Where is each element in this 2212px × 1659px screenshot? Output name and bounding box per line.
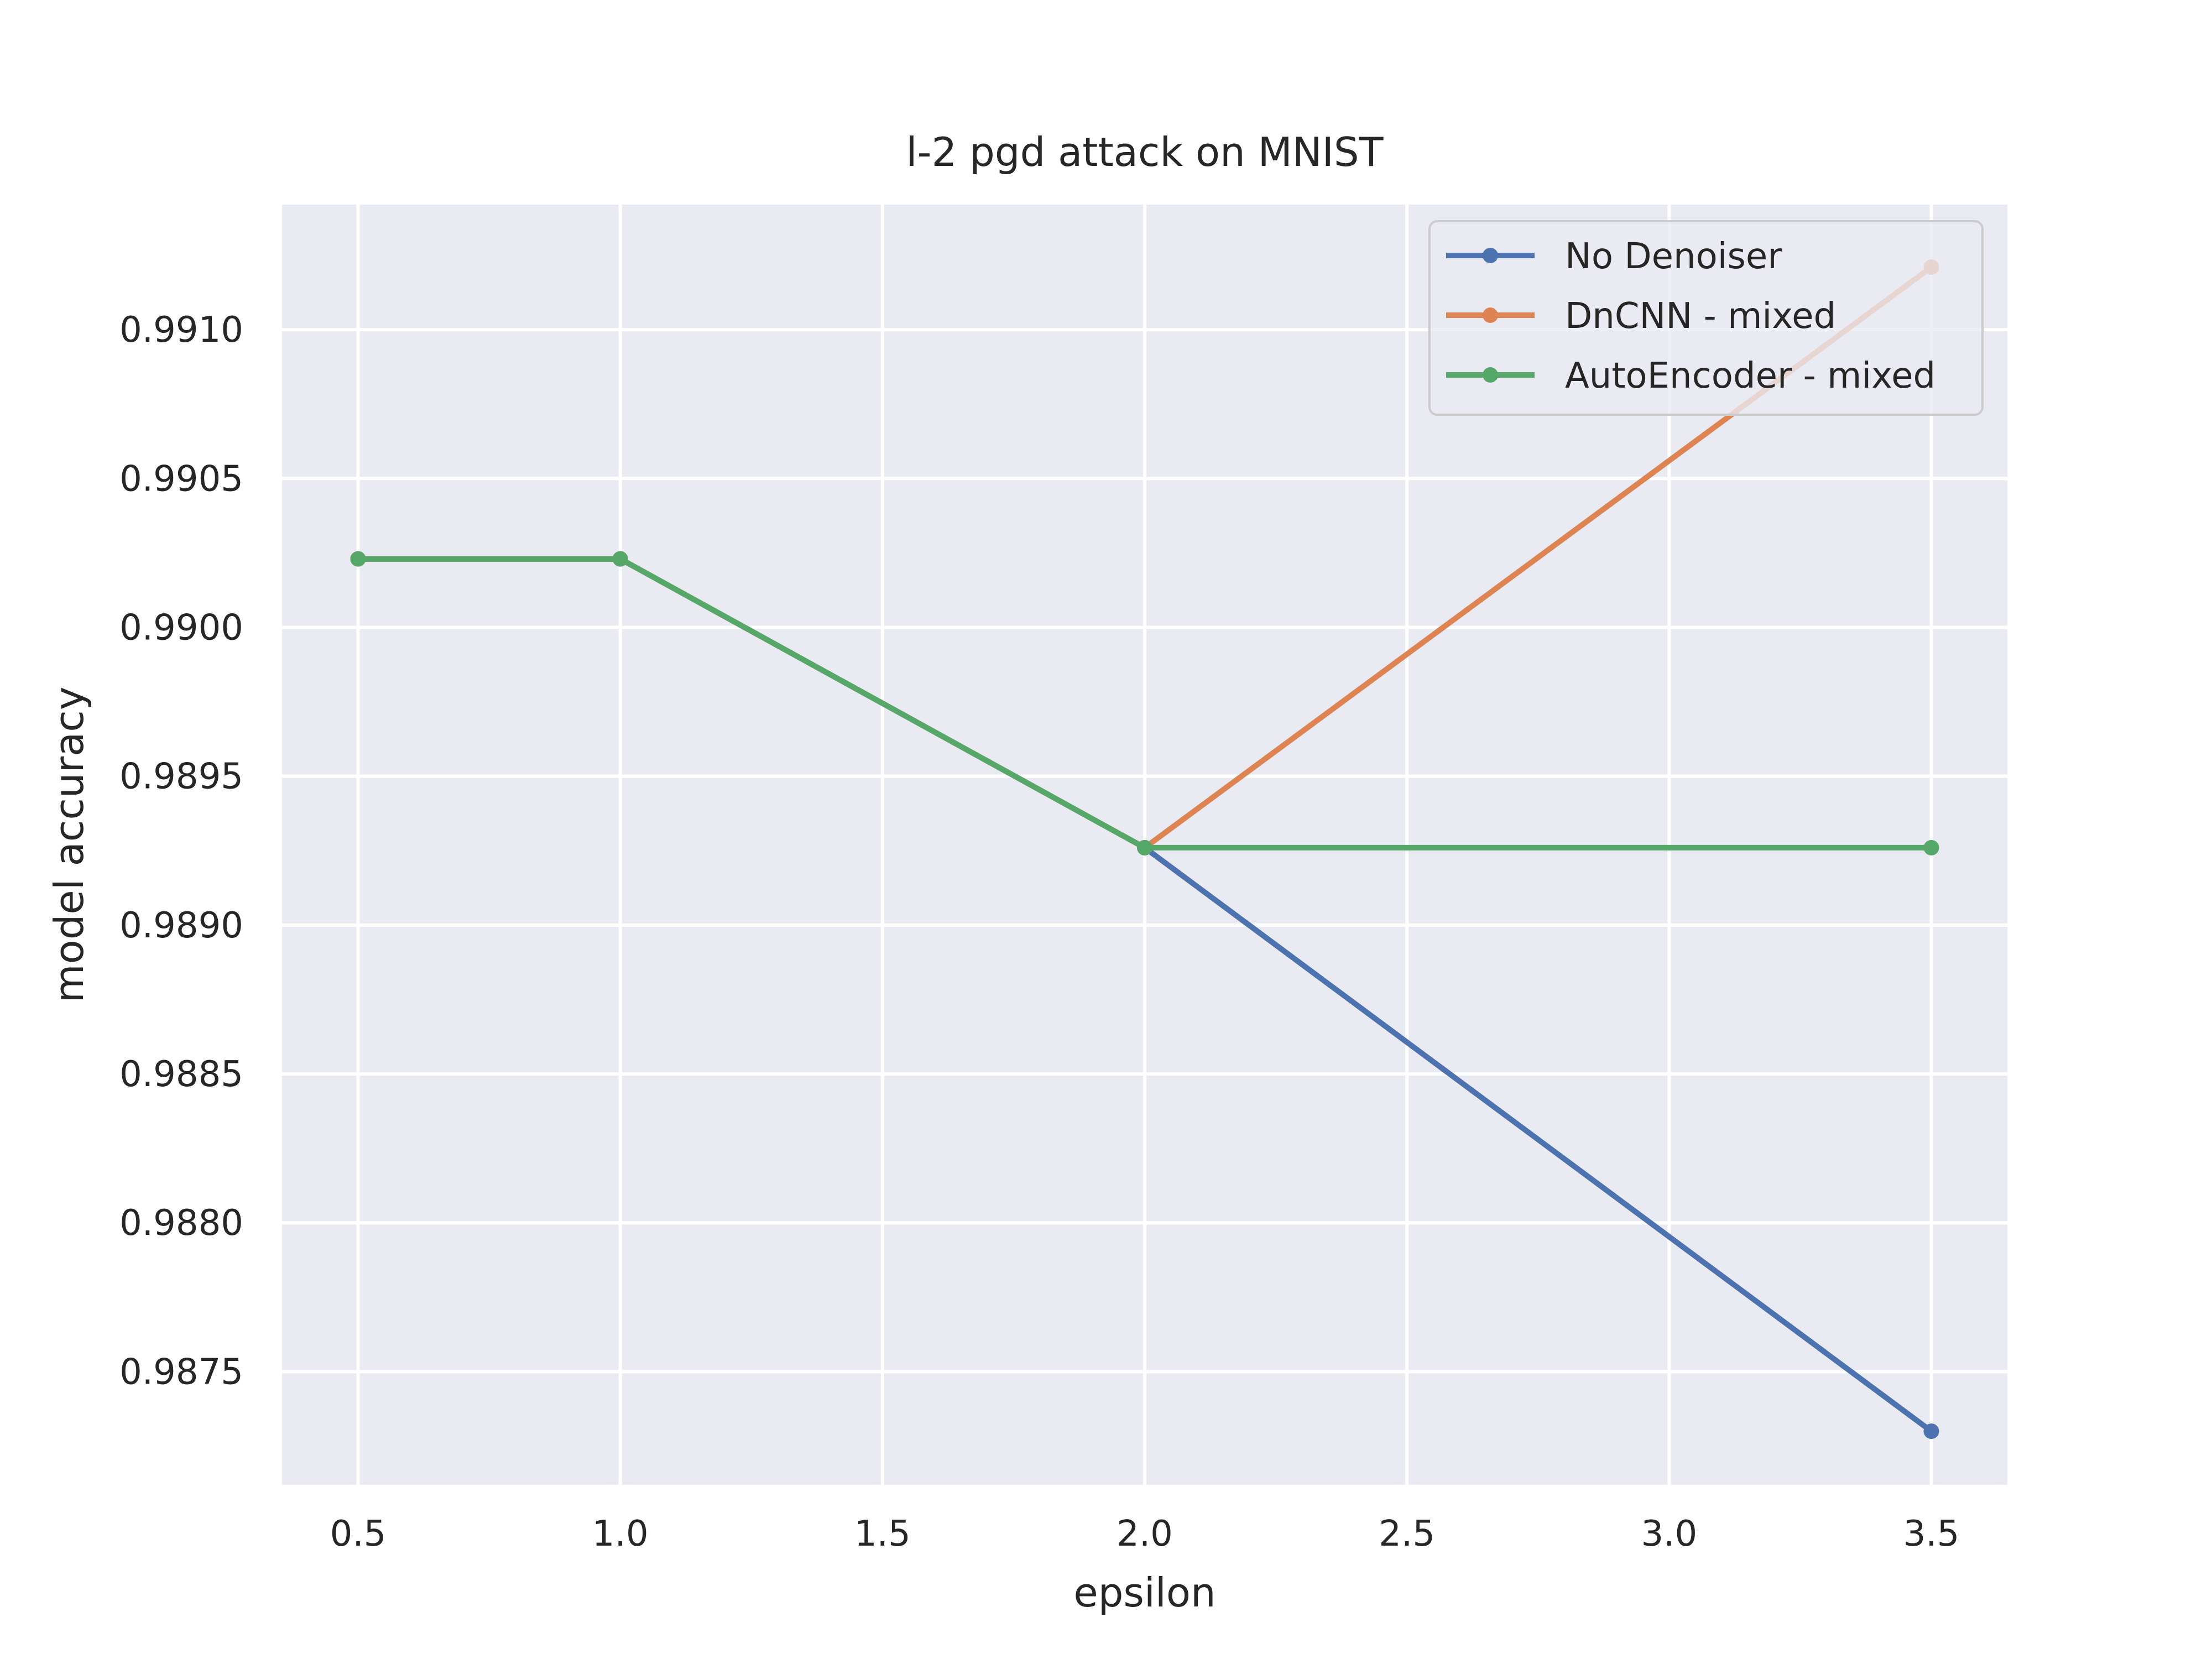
y-tick-label: 0.9885	[119, 1054, 243, 1095]
legend-marker	[1483, 307, 1498, 323]
series-layer	[350, 259, 1939, 1439]
series-line	[355, 556, 1934, 851]
legend-marker	[1483, 367, 1498, 383]
y-tick-label: 0.9900	[119, 607, 243, 648]
y-axis: 0.9875 0.9880 0.9885 0.9890 0.9895 0.9900 0.99…	[119, 310, 243, 1392]
x-tick-label: 3.0	[1641, 1514, 1697, 1554]
x-tick-label: 1.0	[592, 1514, 649, 1554]
y-tick-label: 0.9905	[119, 458, 243, 499]
y-tick-label: 0.9875	[119, 1352, 243, 1392]
legend-label: No Denoiser	[1565, 236, 1782, 277]
legend-item: AutoEncoder - mixed	[1446, 356, 1936, 397]
legend-label: DnCNN - mixed	[1565, 296, 1836, 337]
x-axis: 0.5 1.0 1.5 2.0 2.5 3.0 3.5	[330, 1514, 1960, 1554]
y-tick-label: 0.9910	[119, 310, 243, 351]
y-tick-label: 0.9880	[119, 1203, 243, 1244]
series-autoencoder-mixed	[350, 551, 1939, 855]
chart-title: l-2 pgd attack on MNIST	[906, 129, 1384, 175]
x-tick-label: 0.5	[330, 1514, 387, 1554]
legend-item: No Denoiser	[1446, 236, 1782, 277]
data-point	[1923, 839, 1939, 855]
x-tick-label: 2.0	[1117, 1514, 1173, 1554]
legend-marker	[1483, 248, 1498, 263]
data-point	[1137, 839, 1152, 855]
legend: No Denoiser DnCNN - mixed AutoEncoder - mi…	[1428, 220, 1984, 416]
legend-frame	[1428, 220, 1984, 416]
y-axis-label: model accuracy	[46, 687, 92, 1003]
legend-item: DnCNN - mixed	[1446, 296, 1836, 337]
x-tick-label: 2.5	[1379, 1514, 1435, 1554]
x-tick-label: 1.5	[854, 1514, 911, 1554]
x-axis-label: epsilon	[1073, 1569, 1215, 1616]
data-point	[612, 551, 628, 567]
x-tick-label: 3.5	[1903, 1514, 1960, 1554]
y-tick-label: 0.9895	[119, 757, 243, 797]
data-point	[1923, 1423, 1939, 1439]
data-point	[350, 551, 366, 567]
legend-label: AutoEncoder - mixed	[1565, 356, 1936, 397]
y-tick-label: 0.9890	[119, 905, 243, 946]
